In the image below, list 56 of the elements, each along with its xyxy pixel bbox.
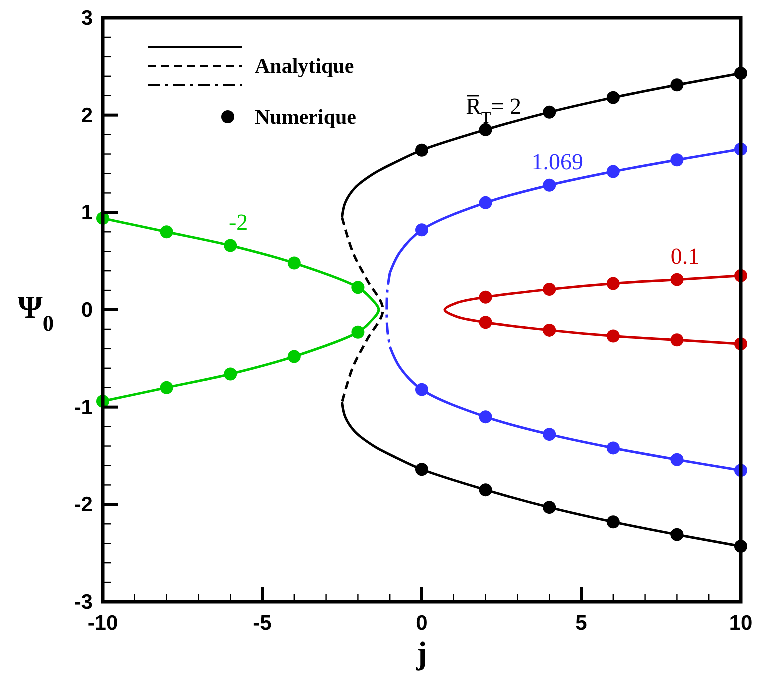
point [606,165,620,178]
point [479,410,492,424]
point [606,516,620,529]
point [670,273,684,286]
y-tick-label: -3 [74,591,93,614]
x-tick-label: -10 [88,612,118,635]
point [160,381,174,394]
point [416,463,428,476]
point [479,484,492,497]
point [543,178,556,192]
point [543,428,556,442]
annotation: 0.1 [670,244,700,269]
x-axis-title: j [416,635,428,671]
point [416,144,428,157]
y-tick-label: 3 [81,7,93,30]
point [416,383,428,396]
point [288,256,301,270]
annotation: R̅$_{T}$= 2 [466,94,522,126]
x-tick-label: 0 [416,612,428,635]
point [606,330,620,343]
y-tick-label: 0 [81,299,93,322]
point [224,368,238,381]
point [352,281,365,294]
point [670,334,684,347]
point [670,78,684,92]
y-axis-title: Ψ$_{0}$ [18,289,54,336]
point [479,123,492,136]
point [606,277,620,290]
point [224,239,238,252]
point [479,196,492,210]
point [160,226,174,239]
point [543,501,556,514]
annotation: Analytique [255,54,354,78]
point [288,350,301,364]
y-tick-label: 1 [81,202,94,225]
point [606,442,620,455]
x-tick-label: -5 [253,612,272,635]
point [670,453,684,466]
x-tick-label: 5 [576,612,588,635]
point [670,528,684,542]
legend-label: Numerique [255,105,356,129]
point [670,154,684,167]
annotation: -2 [229,210,248,235]
point [543,106,556,119]
point [606,91,620,104]
point [352,326,365,339]
annotation: 1.069 [532,149,584,174]
y-tick-label: 2 [81,104,93,128]
y-tick-label: -1 [74,396,94,420]
point [479,316,492,330]
x-tick-label: 10 [729,612,753,635]
point [543,324,556,337]
point [479,290,492,304]
y-tick-label: -2 [74,494,93,517]
point [416,224,428,237]
point [543,283,556,296]
